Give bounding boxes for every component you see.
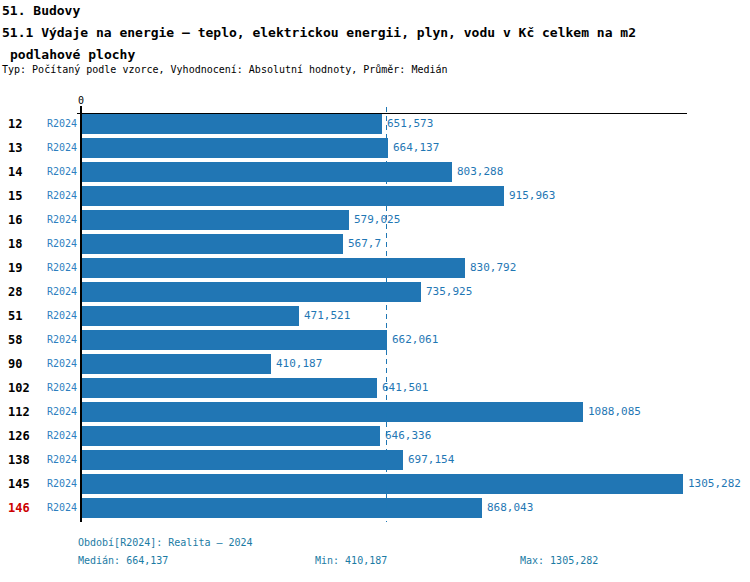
row-period-label: R2024	[47, 474, 77, 494]
bar	[82, 354, 271, 374]
chart-row: 90R2024 410,187	[0, 354, 750, 374]
row-category-label: 19	[8, 258, 46, 278]
row-category-label: 13	[8, 138, 46, 158]
report-page: 51. Budovy 51.1 Výdaje na energie – tepl…	[0, 0, 750, 582]
bar-value-label: 646,336	[385, 426, 431, 446]
row-category-label: 146	[8, 498, 46, 518]
row-category-label: 145	[8, 474, 46, 494]
row-category-label: 14	[8, 162, 46, 182]
bar	[82, 138, 388, 158]
row-category-label: 90	[8, 354, 46, 374]
row-category-label: 102	[8, 378, 46, 398]
footer-max: Max: 1305,282	[520, 555, 598, 566]
bar-value-label: 735,925	[426, 282, 472, 302]
bar-value-label: 410,187	[276, 354, 322, 374]
row-period-label: R2024	[47, 402, 77, 422]
chart-row: 51R2024 471,521	[0, 306, 750, 326]
bar	[82, 330, 387, 350]
bar-value-label: 1305,282	[688, 474, 741, 494]
chart-row: 145R2024 1305,282	[0, 474, 750, 494]
row-period-label: R2024	[47, 354, 77, 374]
bar	[82, 162, 452, 182]
bar	[82, 450, 403, 470]
bar	[82, 210, 349, 230]
bar	[82, 234, 343, 254]
row-period-label: R2024	[47, 234, 77, 254]
bar-value-label: 1088,085	[588, 402, 641, 422]
median-reference-line	[386, 107, 387, 522]
row-period-label: R2024	[47, 450, 77, 470]
chart-row: 112R2024 1088,085	[0, 402, 750, 422]
row-category-label: 15	[8, 186, 46, 206]
row-period-label: R2024	[47, 138, 77, 158]
chart-row: 28R2024 735,925	[0, 282, 750, 302]
row-category-label: 138	[8, 450, 46, 470]
chart-row: 15R2024 915,963	[0, 186, 750, 206]
row-category-label: 18	[8, 234, 46, 254]
chart-row: 146R2024 868,043	[0, 498, 750, 518]
row-period-label: R2024	[47, 330, 77, 350]
row-period-label: R2024	[47, 162, 77, 182]
bar-value-label: 651,573	[387, 114, 433, 134]
chart-row: 12R2024 651,573	[0, 114, 750, 134]
bar-value-label: 803,288	[457, 162, 503, 182]
row-period-label: R2024	[47, 114, 77, 134]
bar-value-label: 662,061	[392, 330, 438, 350]
row-category-label: 112	[8, 402, 46, 422]
row-period-label: R2024	[47, 426, 77, 446]
chart-rows: 12R2024651,57313R2024664,13714R2024803,2…	[0, 0, 750, 582]
bar-value-label: 579,025	[354, 210, 400, 230]
bar-value-label: 567,7	[348, 234, 381, 254]
row-period-label: R2024	[47, 258, 77, 278]
bar	[82, 186, 504, 206]
row-period-label: R2024	[47, 306, 77, 326]
chart-row: 18R2024 567,7	[0, 234, 750, 254]
bar	[82, 474, 683, 494]
bar-value-label: 664,137	[393, 138, 439, 158]
chart-row: 13R2024 664,137	[0, 138, 750, 158]
row-period-label: R2024	[47, 282, 77, 302]
row-category-label: 16	[8, 210, 46, 230]
bar	[82, 282, 421, 302]
bar-value-label: 830,792	[470, 258, 516, 278]
bar-value-label: 641,501	[382, 378, 428, 398]
row-category-label: 28	[8, 282, 46, 302]
chart-row: 138R2024 697,154	[0, 450, 750, 470]
row-category-label: 58	[8, 330, 46, 350]
bar-value-label: 868,043	[487, 498, 533, 518]
bar	[82, 402, 583, 422]
bar-value-label: 915,963	[509, 186, 555, 206]
bar	[82, 426, 380, 446]
chart-row: 58R2024 662,061	[0, 330, 750, 350]
bar	[82, 114, 382, 134]
bar-value-label: 697,154	[408, 450, 454, 470]
chart-row: 19R2024 830,792	[0, 258, 750, 278]
bar-value-label: 471,521	[304, 306, 350, 326]
bar	[82, 498, 482, 518]
row-category-label: 126	[8, 426, 46, 446]
row-period-label: R2024	[47, 378, 77, 398]
footer-min: Min: 410,187	[315, 555, 387, 566]
row-period-label: R2024	[47, 210, 77, 230]
row-period-label: R2024	[47, 186, 77, 206]
footer-median: Medián: 664,137	[78, 555, 168, 566]
chart-row: 14R2024 803,288	[0, 162, 750, 182]
row-period-label: R2024	[47, 498, 77, 518]
bar	[82, 306, 299, 326]
row-category-label: 51	[8, 306, 46, 326]
footer-period: Období[R2024]: Realita – 2024	[78, 537, 253, 548]
row-category-label: 12	[8, 114, 46, 134]
chart-row: 102R2024 641,501	[0, 378, 750, 398]
chart-row: 16R2024 579,025	[0, 210, 750, 230]
bar	[82, 378, 377, 398]
bar	[82, 258, 465, 278]
chart-row: 126R2024 646,336	[0, 426, 750, 446]
